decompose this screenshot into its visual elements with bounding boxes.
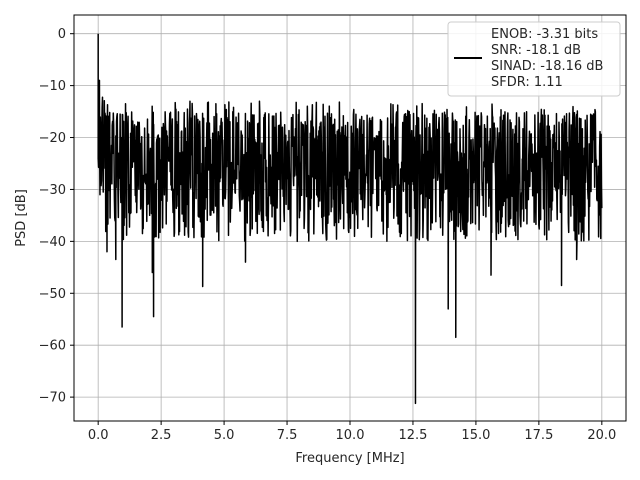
x-tick-label: 20.0 [587,428,616,443]
y-axis: 0 −10 −20 −30 −40 −50 −60 −70 [39,27,74,406]
x-tick-label: 0.0 [88,428,109,443]
y-tick-label: −30 [39,183,66,198]
legend-box [447,21,621,97]
y-axis-label: PSD [dB] [14,189,29,247]
y-tick-label: 0 [58,27,66,42]
legend-entry-enob: ENOB: -3.31 bits [491,27,598,42]
x-axis: 0.0 2.5 5.0 7.5 10.0 12.5 15.0 17.5 20.0 [88,421,616,443]
x-tick-label: 2.5 [151,428,172,443]
y-tick-label: −20 [39,131,66,146]
legend: ENOB: -3.31 bits SNR: -18.1 dB SINAD: -1… [447,21,621,97]
series-group [97,33,603,405]
y-tick-label: −50 [39,287,66,302]
legend-entry-sinad: SINAD: -18.16 dB [491,59,603,74]
x-tick-label: 10.0 [336,428,365,443]
legend-entry-snr: SNR: -18.1 dB [491,43,581,58]
legend-entry-sfdr: SFDR: 1.11 [491,75,563,90]
y-tick-label: −10 [39,79,66,94]
x-tick-label: 7.5 [277,428,298,443]
x-tick-label: 12.5 [398,428,427,443]
psd-series-line [97,33,603,405]
y-tick-label: −40 [39,235,66,250]
y-tick-label: −70 [39,391,66,406]
x-tick-label: 5.0 [214,428,235,443]
y-tick-label: −60 [39,339,66,354]
x-axis-label: Frequency [MHz] [295,451,404,466]
x-tick-label: 17.5 [524,428,553,443]
x-tick-label: 15.0 [461,428,490,443]
